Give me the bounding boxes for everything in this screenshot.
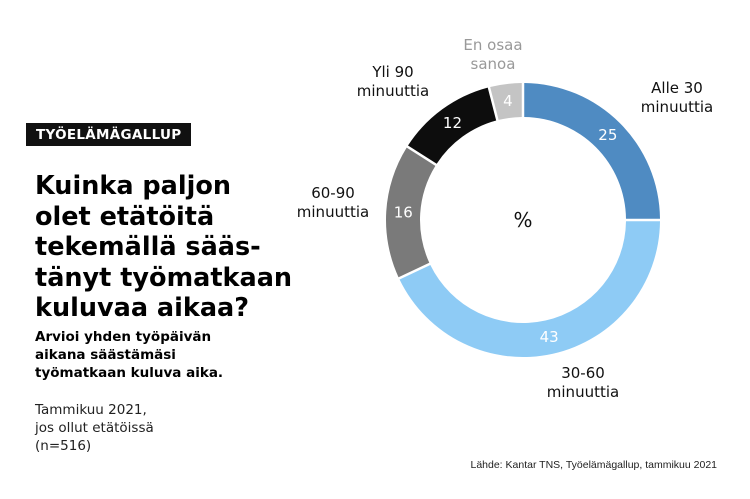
slice-value-label: 43 — [540, 328, 559, 346]
note-line: Tammikuu 2021, — [35, 402, 147, 418]
page-title: Kuinka paljon olet etätöitä tekemällä sä… — [35, 171, 295, 324]
slice-category-label: En osaa sanoa — [463, 36, 522, 73]
slice-category-label: Alle 30 minuuttia — [641, 79, 713, 116]
title-line: tekemällä sääs- — [35, 232, 261, 262]
slice-category-label: 30-60 minuuttia — [547, 364, 619, 401]
slice-value-label: 4 — [503, 92, 513, 110]
center-percent-label: % — [513, 208, 532, 232]
sample-note: Tammikuu 2021, jos ollut etätöissä (n=51… — [35, 401, 235, 455]
donut-slice — [524, 83, 660, 219]
value-labels: 25 43 16 12 4 — [394, 92, 618, 346]
category-labels: Alle 30 minuuttia 30-60 minuuttia 60-90 minuu… — [297, 36, 713, 401]
donut-slices — [385, 83, 660, 357]
slice-value-label: 12 — [443, 114, 462, 132]
slice-value-label: 25 — [598, 126, 617, 144]
title-line: olet etätöitä — [35, 201, 215, 232]
donut-slice — [408, 87, 497, 164]
source-note: Lähde: Kantar TNS, Työelämägallup, tammi… — [470, 459, 717, 471]
note-line: jos ollut etätöissä — [35, 420, 154, 436]
question-subtitle: Arvioi yhden työpäivän aikana säästämäsi… — [35, 328, 265, 382]
slice-category-label: Yli 90 minuuttia — [357, 63, 429, 100]
subtitle-line: aikana säästämäsi — [35, 347, 176, 363]
title-line: Kuinka paljon — [35, 171, 232, 201]
subtitle-line: Arvioi yhden työpäivän — [35, 329, 212, 345]
slice-category-label: 60-90 minuuttia — [297, 184, 369, 221]
slice-value-label: 16 — [394, 203, 413, 221]
title-line: tänyt työmatkaan — [35, 262, 293, 293]
section-tag: TYÖELÄMÄGALLUP — [26, 123, 192, 146]
note-line: (n=516) — [35, 438, 92, 454]
donut-slice — [385, 147, 436, 278]
donut-slice — [399, 221, 660, 357]
donut-slice — [490, 83, 522, 120]
subtitle-line: työmatkaan kuluva aika. — [35, 365, 224, 381]
title-line: kuluvaa aikaa? — [35, 293, 250, 323]
